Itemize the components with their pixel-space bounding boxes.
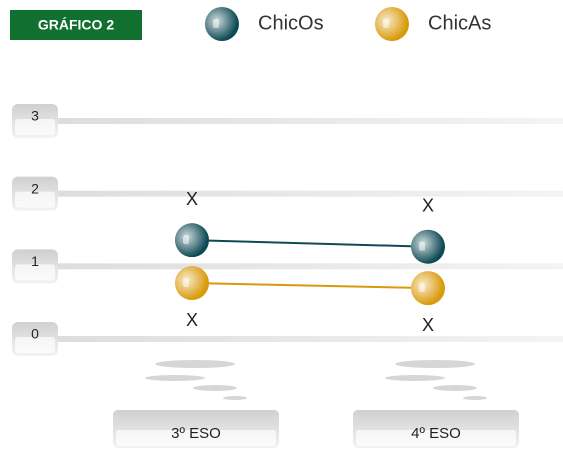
point [411,229,445,264]
y-tick-label: 1 [31,253,39,269]
point [411,271,445,306]
chart-title: GRÁFICO 2 [38,17,114,33]
y-tick-label: 0 [31,326,39,342]
grid-line [40,336,563,342]
grid-line [40,190,563,197]
annotation: X [422,315,434,335]
title-box [10,10,142,40]
shadows [145,360,487,400]
y-tick-box-inner [15,119,55,135]
y-tick-label: 3 [31,108,39,124]
x-tick-box-inner [356,430,516,446]
series-line [191,239,429,248]
grid-line [40,118,563,124]
legend-label: ChicAs [428,12,491,34]
point [175,266,209,301]
y-tick-box-inner [15,337,55,353]
annotation: X [186,189,198,209]
y-tick-box-inner [15,191,55,208]
series-line [191,282,429,290]
point [205,7,239,41]
point [175,223,209,258]
x-tick-label: 3º ESO [171,425,221,442]
y-tick-label: 2 [31,180,39,196]
y-tick-box-inner [15,264,55,281]
legend-label: ChicOs [258,12,324,34]
grid-line [40,263,563,270]
x-tick-label: 4º ESO [411,425,461,442]
annotation: X [186,310,198,330]
annotation: X [422,195,434,215]
point [375,7,409,41]
x-tick-box-inner [116,430,276,446]
